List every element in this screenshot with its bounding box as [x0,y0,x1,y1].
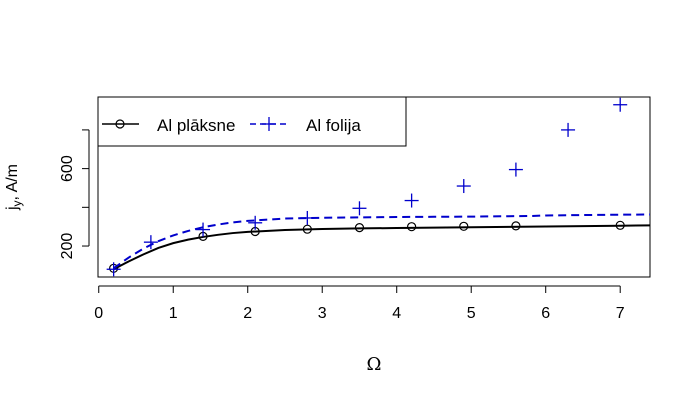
y-axis-title-sub: y [10,200,24,206]
y-tick-label: 600 [59,155,76,182]
legend-box [97,96,407,147]
y-axis-title: jy, A/m [4,164,24,211]
legend-label-al-plaksne: Al plāksne [157,116,235,135]
data-point-circle [459,221,469,231]
y-axis-title-rest: , A/m [4,164,21,200]
legend-label-al-folija: Al folija [306,116,361,135]
x-axis-title: Ω [367,354,382,375]
y-tick-label: 200 [59,233,76,260]
y-axis: 200 600 [59,129,90,260]
x-tick-label: 2 [243,305,252,322]
x-axis: 0 1 2 3 4 5 6 7 [94,285,625,322]
data-point-plus [352,201,367,216]
data-point-circle [511,221,521,231]
data-point-plus [300,210,315,225]
data-point-plus [248,215,263,230]
x-tick-label: 1 [169,305,178,322]
y-axis-title-main: j [4,206,21,211]
data-point-plus [106,262,121,277]
series-curve-1 [113,213,651,270]
x-tick-label: 5 [467,305,476,322]
data-point-circle [407,222,417,232]
data-point-plus [456,179,471,194]
data-point-plus [613,97,628,112]
data-point-circle [302,224,312,234]
data-point-plus [143,235,158,250]
legend-marker-al-folija [262,117,276,131]
data-point-circle [354,223,365,233]
x-tick-label: 0 [94,305,103,322]
series-layer [106,97,651,277]
data-point-plus [508,162,523,177]
data-point-plus [404,193,419,208]
x-tick-label: 4 [392,305,401,322]
data-point-circle [615,220,625,230]
x-tick-label: 3 [318,305,327,322]
legend-marker-al-plaksne [115,119,125,129]
series-curve-0 [113,224,651,271]
x-tick-label: 7 [616,305,625,322]
x-tick-label: 6 [541,305,550,322]
legend: Al plāksne Al folija [97,96,407,147]
data-point-plus [196,222,211,237]
data-point-plus [561,122,576,137]
